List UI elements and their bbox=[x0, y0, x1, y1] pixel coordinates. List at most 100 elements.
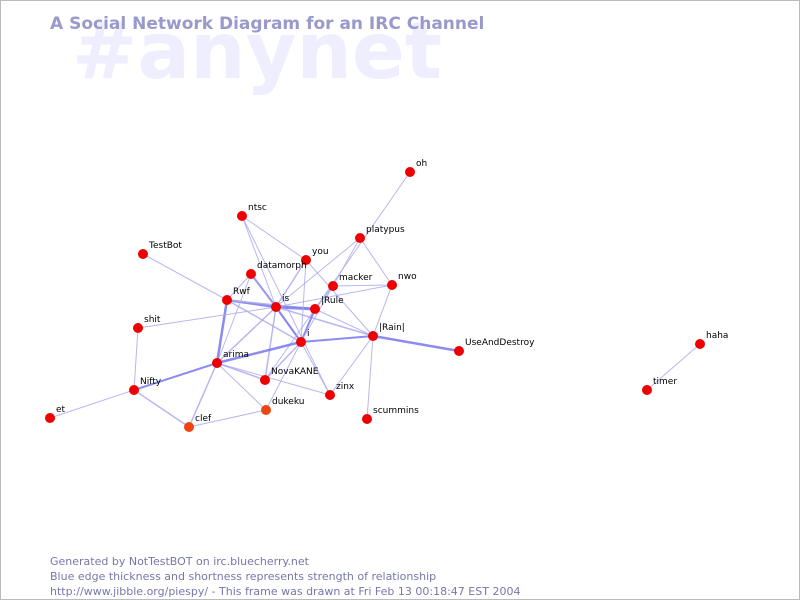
edge bbox=[275, 259, 307, 308]
node-label: timer bbox=[653, 377, 677, 387]
edge bbox=[332, 284, 393, 287]
node bbox=[222, 295, 232, 305]
node bbox=[271, 302, 281, 312]
node bbox=[129, 385, 139, 395]
footer-line: Blue edge thickness and shortness repres… bbox=[50, 570, 436, 583]
edge bbox=[646, 343, 701, 391]
node bbox=[328, 281, 338, 291]
node-label: et bbox=[56, 405, 66, 415]
node bbox=[184, 422, 194, 432]
edge bbox=[142, 253, 228, 301]
edge bbox=[275, 237, 361, 308]
node bbox=[246, 269, 256, 279]
node bbox=[454, 346, 464, 356]
edge bbox=[275, 305, 316, 311]
edge bbox=[133, 362, 218, 391]
node bbox=[261, 405, 271, 415]
edge bbox=[133, 327, 139, 391]
edge bbox=[265, 341, 302, 411]
edge bbox=[300, 308, 316, 343]
edge bbox=[359, 237, 393, 286]
node-label: ntsc bbox=[248, 203, 267, 213]
edge bbox=[329, 335, 374, 396]
node bbox=[325, 390, 335, 400]
node-label: UseAndDestroy bbox=[465, 338, 535, 348]
edge bbox=[226, 273, 252, 301]
node bbox=[355, 233, 365, 243]
node-label: NovaKANE bbox=[271, 367, 319, 377]
node-label: Rwf bbox=[233, 287, 251, 297]
edge bbox=[332, 237, 361, 287]
edge bbox=[188, 362, 218, 428]
title: A Social Network Diagram for an IRC Chan… bbox=[50, 14, 484, 34]
node bbox=[260, 375, 270, 385]
node bbox=[212, 358, 222, 368]
node bbox=[310, 304, 320, 314]
edge bbox=[275, 284, 393, 308]
footer-line: Generated by NotTestBOT on irc.bluecherr… bbox=[50, 555, 310, 568]
nodes: oh ntsc TestBot platypus you datamorph macker n… bbox=[45, 159, 728, 432]
node bbox=[133, 323, 143, 333]
edge bbox=[226, 299, 302, 343]
node-label: |Rule bbox=[321, 296, 344, 306]
node-label: Nifty bbox=[140, 377, 162, 387]
node-label: nwo bbox=[398, 272, 417, 282]
footer-line: http://www.jibble.org/piespy/ - This fra… bbox=[50, 585, 520, 598]
watermark: #anynet bbox=[72, 7, 442, 97]
node-label: shit bbox=[144, 315, 161, 325]
node bbox=[387, 280, 397, 290]
node-label: arima bbox=[223, 350, 249, 360]
edge bbox=[216, 340, 302, 365]
node-label: datamorph bbox=[257, 261, 307, 271]
edge bbox=[372, 284, 393, 337]
edge bbox=[314, 308, 374, 337]
edge bbox=[216, 306, 277, 364]
edge bbox=[133, 389, 190, 428]
node-label: |Rain| bbox=[379, 323, 405, 333]
edge bbox=[366, 335, 374, 420]
node bbox=[45, 413, 55, 423]
node-label: macker bbox=[339, 273, 373, 283]
node bbox=[138, 249, 148, 259]
edge bbox=[300, 335, 374, 343]
edge bbox=[300, 259, 307, 343]
edge bbox=[188, 409, 267, 428]
edge bbox=[241, 215, 277, 308]
node bbox=[362, 414, 372, 424]
node bbox=[642, 385, 652, 395]
edge bbox=[241, 215, 307, 261]
edge bbox=[49, 389, 135, 419]
node-label: oh bbox=[416, 159, 427, 169]
node-label: platypus bbox=[366, 225, 405, 235]
edge bbox=[372, 334, 460, 353]
node-label: is bbox=[282, 294, 290, 304]
edge bbox=[137, 306, 277, 329]
node bbox=[368, 331, 378, 341]
edge bbox=[300, 285, 334, 343]
edge bbox=[216, 362, 267, 411]
node bbox=[296, 337, 306, 347]
edge bbox=[264, 306, 277, 381]
node bbox=[301, 255, 311, 265]
node-label: dukeku bbox=[272, 397, 304, 407]
node-label: you bbox=[312, 247, 329, 257]
node-label: zinx bbox=[336, 382, 355, 392]
node-label: clef bbox=[195, 414, 212, 424]
node bbox=[237, 211, 247, 221]
edges bbox=[49, 171, 701, 428]
node-label: TestBot bbox=[148, 241, 182, 251]
edge bbox=[216, 273, 252, 364]
node-label: i bbox=[307, 329, 310, 339]
node bbox=[405, 167, 415, 177]
edge bbox=[300, 341, 331, 396]
edge bbox=[215, 299, 229, 364]
edge bbox=[216, 362, 266, 381]
edge bbox=[216, 362, 331, 396]
node bbox=[695, 339, 705, 349]
node-label: haha bbox=[706, 331, 728, 341]
edge bbox=[264, 341, 302, 381]
node-label: scummins bbox=[373, 406, 419, 416]
edge bbox=[275, 306, 302, 343]
